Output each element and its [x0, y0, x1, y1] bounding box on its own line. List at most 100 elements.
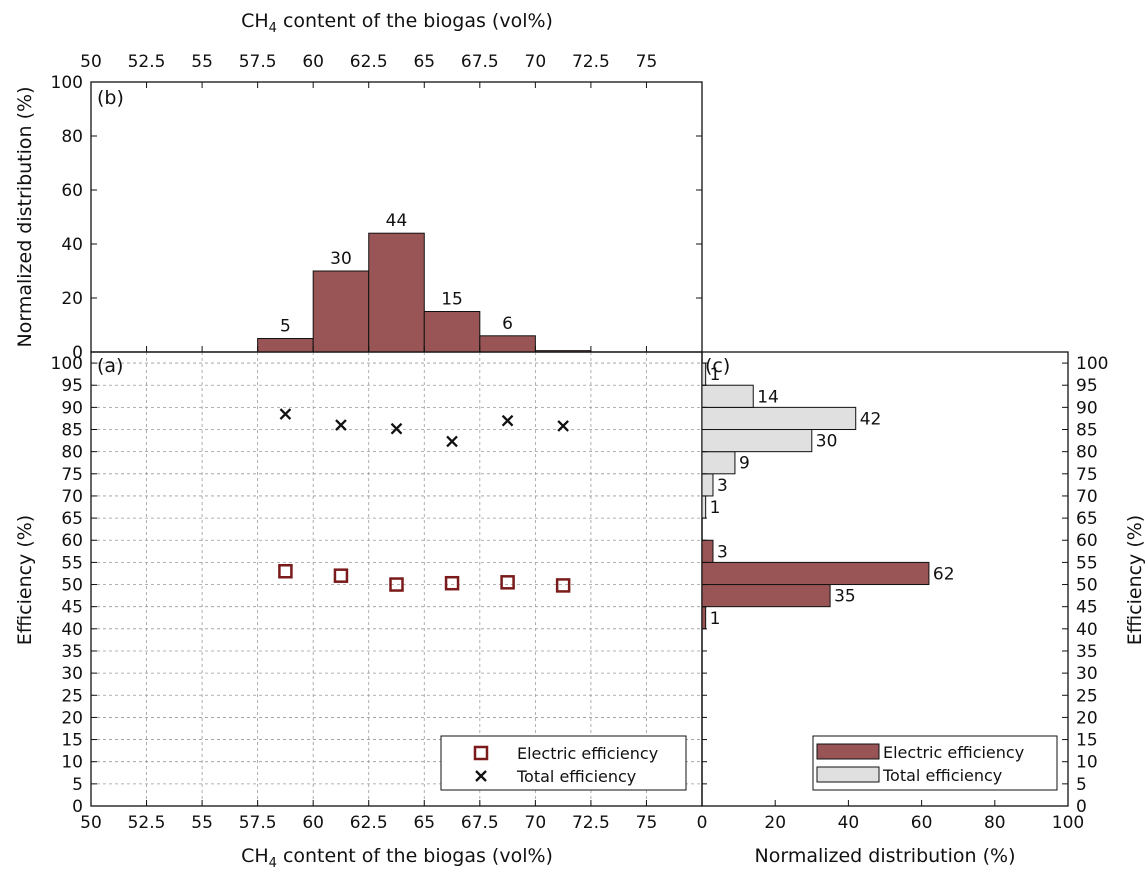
y-tick-label: 95 — [61, 376, 83, 396]
bar-data-label: 1 — [710, 498, 721, 518]
top-x-tick-label: 70 — [525, 52, 547, 72]
y-tick-label: 55 — [61, 553, 83, 573]
top-x-tick-label: 60 — [302, 52, 324, 72]
right-y-tick-label: 50 — [1076, 576, 1098, 596]
axis-title-text: CH — [241, 10, 269, 32]
bar-data-label: 9 — [739, 454, 750, 474]
total-efficiency-point — [390, 422, 403, 435]
legend-total-label: Total efficiency — [882, 766, 1002, 785]
y-tick-label: 40 — [61, 620, 83, 640]
electric-efficiency-point — [444, 575, 460, 591]
right-y-axis-title: Efficiency (%) — [1124, 515, 1146, 645]
total-efficiency-point — [501, 414, 514, 427]
x-tick-label: 52.5 — [128, 813, 166, 833]
x-tick-label: 65 — [413, 813, 435, 833]
total-efficiency-point — [279, 408, 292, 420]
bar-data-label: 3 — [717, 476, 728, 496]
top-x-tick-label: 67.5 — [461, 52, 499, 72]
top-x-tick-label: 75 — [636, 52, 658, 72]
legend-electric-marker — [473, 745, 489, 761]
electric-efficiency-point — [333, 568, 349, 583]
right-y-tick-label: 35 — [1076, 642, 1098, 662]
histogram-bar — [312, 270, 370, 353]
histogram-bar — [701, 606, 707, 630]
histogram-bar — [479, 335, 536, 353]
right-y-tick-label: 65 — [1076, 509, 1098, 529]
y-tick-label: 45 — [61, 598, 83, 618]
bar-data-label: 35 — [834, 587, 856, 607]
histogram-bar — [257, 338, 314, 353]
legend-box — [440, 735, 687, 791]
x-tick-label: 20 — [764, 813, 786, 833]
y-tick-label: 15 — [61, 731, 83, 751]
y-tick-label: 60 — [61, 531, 83, 551]
top-x-tick-label: 62.5 — [350, 52, 388, 72]
x-tick-label: 75 — [636, 813, 658, 833]
bar-data-label: 14 — [757, 387, 779, 407]
x-tick-label: 50 — [80, 813, 102, 833]
histogram-bar — [701, 406, 857, 431]
histogram-bar — [701, 451, 736, 475]
y-tick-label: 70 — [61, 487, 83, 507]
right-y-tick-label: 15 — [1076, 731, 1098, 751]
panel-label: (a) — [97, 355, 123, 377]
y-tick-label: 85 — [61, 421, 83, 441]
x-tick-label: 70 — [525, 813, 547, 833]
bar-data-label: 5 — [280, 317, 291, 337]
bar-data-label: 42 — [860, 409, 882, 429]
legend-total-label: Total efficiency — [516, 767, 636, 786]
legend-electric-label: Electric efficiency — [883, 743, 1024, 762]
histogram-bar — [368, 232, 425, 353]
total-efficiency-point — [446, 435, 458, 448]
bar-data-label: 30 — [330, 249, 352, 269]
bar-data-label: 15 — [441, 290, 463, 310]
panel-label: (b) — [97, 87, 124, 109]
right-y-tick-label: 30 — [1076, 664, 1098, 684]
histogram-bar — [701, 384, 754, 408]
y-axis-title: Normalized distribution (%) — [14, 87, 36, 348]
right-y-tick-label: 90 — [1076, 398, 1098, 418]
x-tick-label: 67.5 — [461, 813, 499, 833]
electric-efficiency-point — [389, 577, 404, 592]
axis-title-text: content of the biogas (vol%) — [277, 10, 553, 32]
right-y-tick-label: 70 — [1076, 487, 1098, 507]
top-x-axis-title: CH4 content of the biogas (vol%) — [241, 10, 553, 36]
right-y-tick-label: 5 — [1076, 775, 1087, 795]
axis-title-subscript: 4 — [269, 856, 277, 870]
total-efficiency-point — [335, 419, 347, 431]
panel-label: (c) — [705, 355, 730, 377]
top-x-tick-label: 57.5 — [239, 52, 277, 72]
top-x-tick-label: 65 — [413, 52, 435, 72]
y-tick-label: 80 — [61, 443, 83, 463]
x-axis-title: CH4 content of the biogas (vol%) — [241, 845, 553, 870]
x-tick-label: 55 — [191, 813, 213, 833]
electric-efficiency-point — [555, 578, 571, 593]
right-y-tick-label: 80 — [1076, 443, 1098, 463]
top-x-tick-label: 72.5 — [572, 52, 610, 72]
histogram-bar — [701, 429, 813, 453]
y-tick-label: 100 — [51, 73, 83, 93]
y-tick-label: 10 — [61, 753, 83, 773]
x-tick-label: 40 — [838, 813, 860, 833]
x-tick-label: 0 — [697, 813, 708, 833]
x-tick-label: 100 — [1052, 813, 1084, 833]
right-y-tick-label: 60 — [1076, 531, 1098, 551]
bar-data-label: 3 — [717, 542, 728, 562]
total-efficiency-point — [557, 420, 569, 432]
histogram-bar — [701, 539, 714, 563]
top-x-tick-label: 55 — [191, 52, 213, 72]
y-tick-label: 30 — [61, 664, 83, 684]
right-y-tick-label: 45 — [1076, 598, 1098, 618]
right-y-tick-label: 100 — [1076, 354, 1108, 374]
axis-title-subscript: 4 — [269, 21, 277, 36]
y-tick-label: 40 — [61, 235, 83, 255]
right-y-tick-label: 85 — [1076, 421, 1098, 441]
legend-electric-swatch — [816, 743, 880, 760]
right-y-tick-label: 40 — [1076, 620, 1098, 640]
x-tick-label: 62.5 — [350, 813, 388, 833]
right-y-tick-label: 0 — [1076, 797, 1087, 817]
y-axis-title: Efficiency (%) — [14, 515, 36, 645]
y-tick-label: 100 — [51, 354, 83, 374]
